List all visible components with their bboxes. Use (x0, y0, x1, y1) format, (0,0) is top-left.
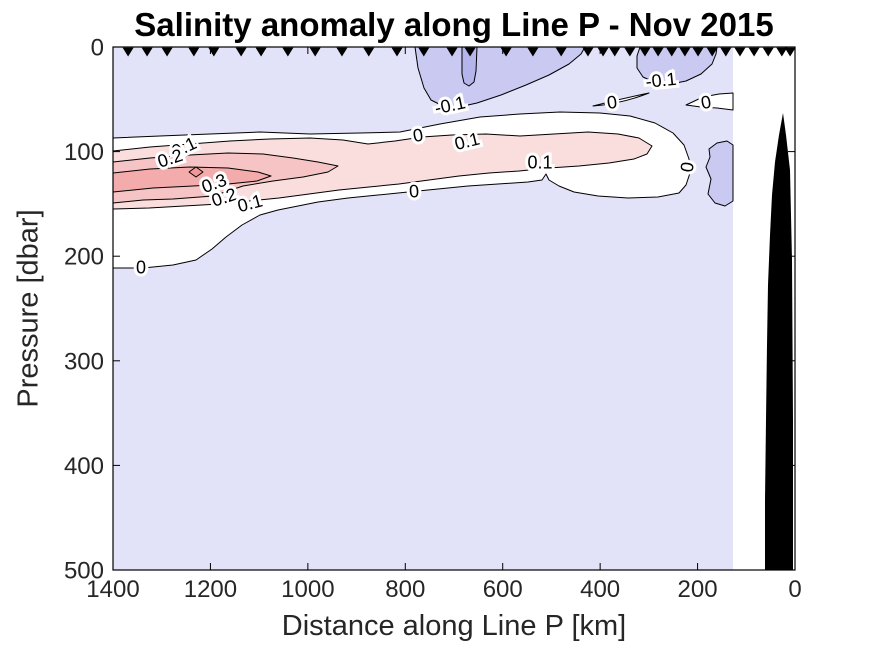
station-marker (309, 47, 321, 57)
y-axis-label-wrap: Pressure [dbar] (0, 47, 58, 570)
band-01-02-pink (112, 131, 653, 210)
station-marker (446, 47, 458, 57)
station-marker (609, 47, 621, 57)
station-marker (582, 47, 594, 57)
station-marker (720, 47, 732, 57)
station-marker (776, 47, 788, 57)
station-marker (235, 47, 247, 57)
axes-layer: 1400 1200 1000 800 600 400 200 0 0 100 200 300 400 50… (64, 35, 802, 604)
band-03-04-pink (112, 166, 272, 193)
contour-label: 0 (136, 257, 146, 277)
station-marker (639, 47, 651, 57)
station-marker (363, 47, 375, 57)
station-marker (734, 47, 746, 57)
station-marker (679, 47, 691, 57)
y-tick-label: 400 (64, 453, 104, 480)
axes-box (112, 46, 796, 571)
band-neg03-neg02-tongue (461, 46, 478, 87)
band-04-plus-core (188, 166, 204, 178)
x-tick-label: 400 (580, 576, 620, 603)
y-tick-label: 200 (64, 244, 104, 271)
station-marker (500, 47, 512, 57)
station-marker (666, 47, 678, 57)
y-axis-label: Pressure [dbar] (12, 209, 45, 408)
station-marker (527, 47, 539, 57)
x-tick-label: 1000 (281, 576, 334, 603)
chart-title: Salinity anomaly along Line P - Nov 2015 (134, 6, 774, 43)
bathymetry-shape (765, 113, 793, 570)
station-marker (597, 47, 609, 57)
station-marker (748, 47, 760, 57)
band-neg02-neg01-surface-inshore (636, 46, 718, 85)
station-marker (652, 47, 664, 57)
band-neg02-neg01-subsurface-edge (705, 140, 734, 207)
band-neg02-neg01-surface-mid (414, 46, 586, 108)
station-marker (282, 47, 294, 57)
x-tick-label: 1200 (184, 576, 237, 603)
station-marker-layer (122, 47, 796, 57)
contour-fill-layer (112, 46, 793, 570)
station-marker (706, 47, 718, 57)
station-marker (784, 47, 796, 57)
station-marker (391, 47, 403, 57)
y-tick-label: 100 (64, 139, 104, 166)
station-marker (762, 47, 774, 57)
x-tick-label: 0 (788, 576, 801, 603)
x-tick-label: 200 (678, 576, 718, 603)
station-marker (464, 47, 476, 57)
station-marker (336, 47, 348, 57)
station-marker (418, 47, 430, 57)
contour-label: 0.1 (527, 152, 552, 172)
station-marker (208, 47, 220, 57)
y-tick-label: 300 (64, 348, 104, 375)
station-marker (141, 47, 153, 57)
station-marker (255, 47, 267, 57)
contour-label: 0 (408, 181, 419, 202)
x-tick-label: 1400 (86, 576, 139, 603)
station-marker (188, 47, 200, 57)
station-marker (692, 47, 704, 57)
y-tick-label: 500 (64, 558, 104, 585)
band-0-01-sliver-a (592, 92, 650, 107)
x-tick-label: 600 (483, 576, 523, 603)
station-marker (555, 47, 567, 57)
band-0-01-sliver-b (685, 92, 734, 111)
station-marker (161, 47, 173, 57)
station-marker (624, 47, 636, 57)
x-tick-label: 800 (385, 576, 425, 603)
y-tick-label: 0 (91, 35, 104, 62)
station-marker (122, 47, 134, 57)
x-axis-label: Distance along Line P [km] (281, 610, 627, 642)
contour-label: -0.1 (645, 69, 678, 92)
